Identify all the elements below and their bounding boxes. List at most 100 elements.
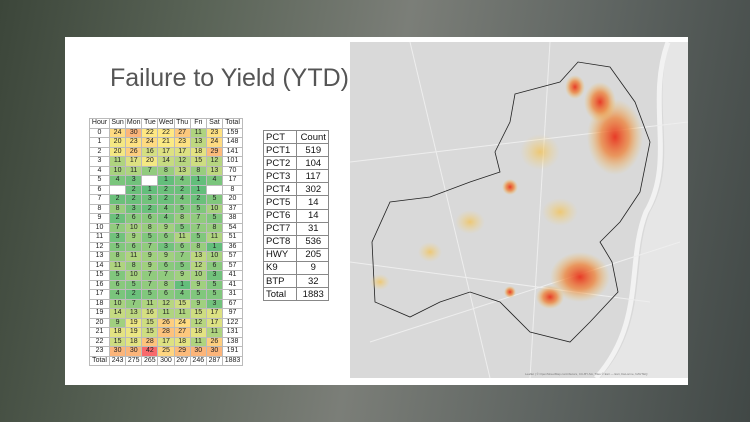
cell: 41 [222,270,243,281]
cell: 13 [189,251,207,262]
header-row: PCT Count [263,129,329,145]
cell: 8 [157,165,175,176]
cell: 12 [89,241,110,252]
heat-blobs [370,75,643,309]
cell: 29 [173,346,191,357]
hour-row: 7 2 2 3 2 4 2 5 20 [89,194,243,205]
header-cell: Sat [205,118,224,129]
cell: 97 [222,308,243,319]
cell: 23 [89,346,110,357]
cell: 3 [205,270,224,281]
cell: 24 [108,127,127,138]
cell: 14 [108,308,127,319]
cell: 101 [222,156,243,167]
cell: 5 [108,241,127,252]
cell: 6 [125,241,143,252]
cell: 19 [125,317,143,328]
cell: 14 [89,260,110,271]
cell: 1 [173,279,191,290]
cell: 15 [141,317,159,328]
pct-row: HWY 205 [263,247,329,262]
cell: 0 [89,127,110,138]
cell: 11 [189,336,207,347]
cell: 5 [189,203,207,214]
cell: 5 [141,232,159,243]
cell: 536 [295,234,329,249]
cell: 7 [125,298,143,309]
cell: 27 [173,127,191,138]
hour-row: 17 4 2 5 6 4 5 5 31 [89,289,243,300]
cell: 10 [125,222,143,233]
cell: 29 [205,146,224,157]
cell: 26 [125,146,143,157]
cell: 17 [157,336,175,347]
cell: 12 [205,156,224,167]
cell: 20 [108,146,127,157]
cell: 20 [108,137,127,148]
hour-row: 3 11 17 20 14 12 15 12 101 [89,156,243,167]
cell: 4 [173,194,191,205]
cell: 3 [108,232,127,243]
hour-row: 13 8 11 9 9 7 13 10 57 [89,251,243,262]
river [594,42,671,378]
cell: 7 [141,241,159,252]
cell: 17 [157,146,175,157]
cell: 1883 [295,287,329,302]
cell: 18 [189,327,207,338]
cell: 24 [173,317,191,328]
cell: 54 [222,222,243,233]
pct-row: PCT6 14 [263,208,329,223]
cell: 12 [189,317,207,328]
cell: 1 [141,184,159,195]
city-boundary [371,61,651,343]
hour-table: Hour Sun Mon Tue Wed Thu Fri Sat Total 0 24 30 22 22 2… [89,118,243,366]
river-side [600,42,688,378]
cell: 19 [89,308,110,319]
cell: 8 [173,213,191,224]
cell: 17 [89,289,110,300]
cell: 3 [141,194,159,205]
cell: 2 [141,203,159,214]
cell: 14 [295,208,329,223]
cell: 24 [141,137,159,148]
cell: 7 [141,279,159,290]
cell: 4 [108,175,127,186]
hour-row: 23 30 30 42 25 29 30 30 191 [89,346,243,357]
cell: 10 [125,270,143,281]
total-cell: Total [89,355,110,366]
cell: 6 [157,232,175,243]
pct-row: PCT1 519 [263,143,329,158]
hour-row: 0 24 30 22 22 27 11 23 159 [89,127,243,138]
cell: 9 [125,232,143,243]
cell: 5 [108,270,127,281]
cell: 5 [173,260,191,271]
cell: 20 [89,317,110,328]
hour-row: 8 8 3 2 4 5 5 10 37 [89,203,243,214]
cell: HWY [263,247,297,262]
cell: PCT4 [263,182,297,197]
total-cell: 267 [173,355,191,366]
cell: 8 [89,203,110,214]
cell: 8 [157,279,175,290]
cell: 19 [125,327,143,338]
hour-row: 2 20 26 16 17 17 18 29 141 [89,146,243,157]
cell: 7 [141,165,159,176]
cell: 30 [125,346,143,357]
cell [108,184,127,195]
header-cell: Tue [141,118,159,129]
cell: 4 [108,289,127,300]
hour-row: 22 15 18 28 17 18 11 26 138 [89,336,243,347]
cell: 7 [189,222,207,233]
cell: 8 [205,222,224,233]
cell: 3 [157,241,175,252]
cell: 1 [157,175,175,186]
cell: PCT1 [263,143,297,158]
cell: 2 [108,194,127,205]
cell: 57 [222,260,243,271]
cell: 7 [141,270,159,281]
cell: 6 [205,260,224,271]
cell: 11 [141,298,159,309]
cell: 13 [205,165,224,176]
cell: 10 [205,203,224,214]
